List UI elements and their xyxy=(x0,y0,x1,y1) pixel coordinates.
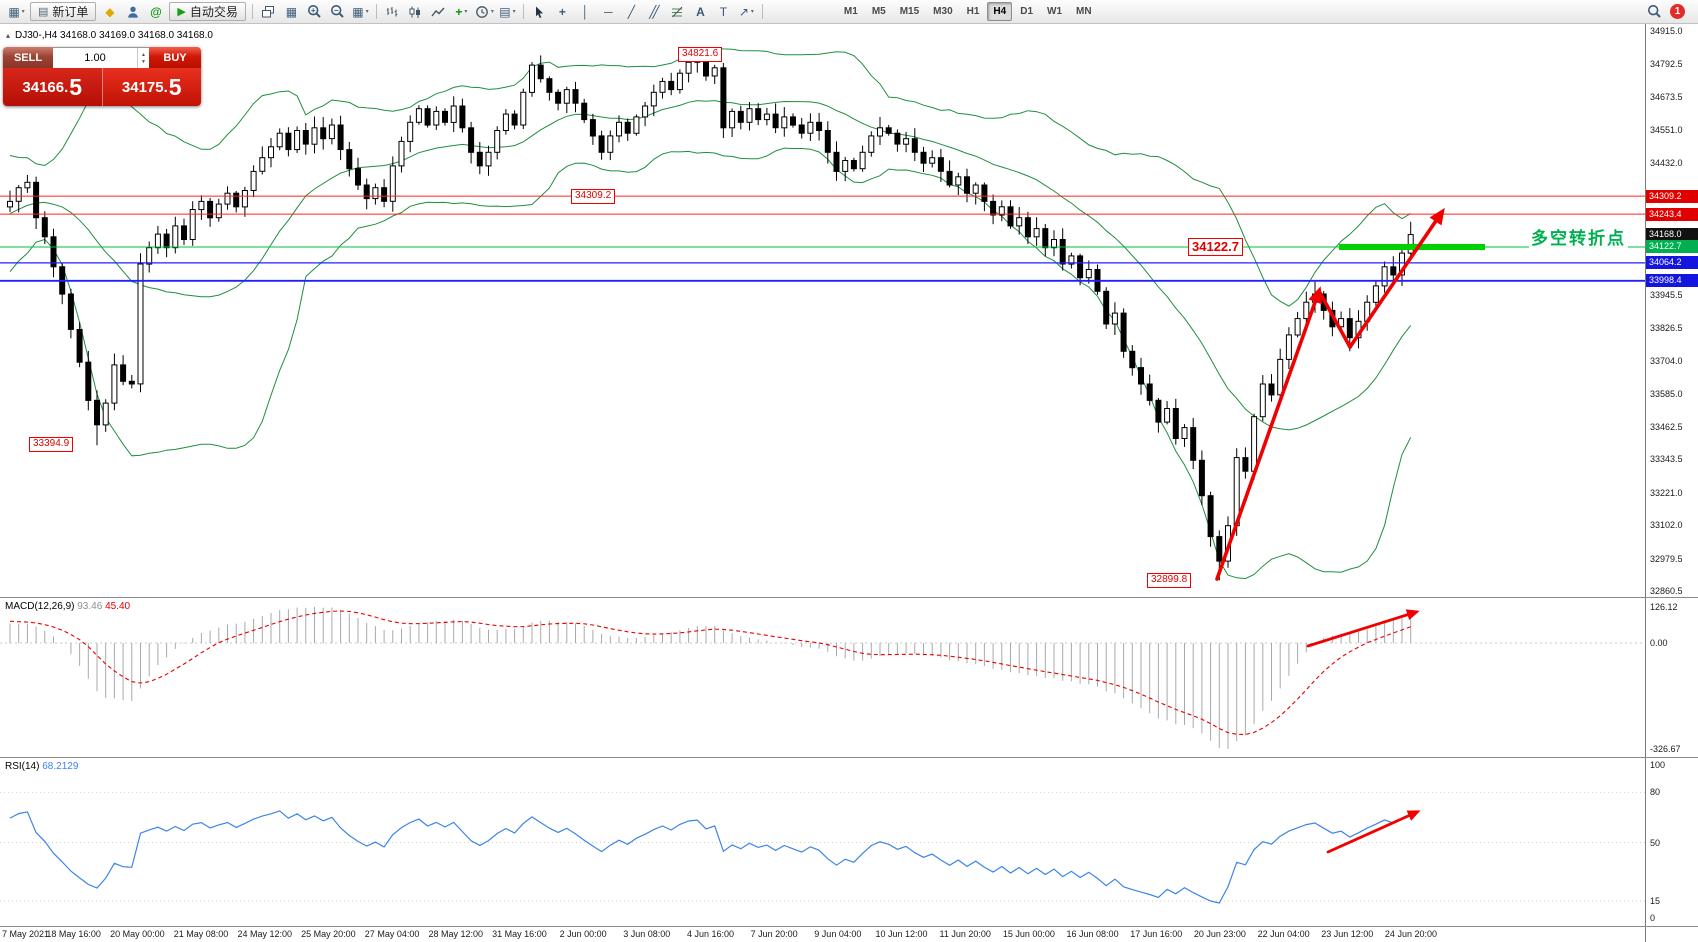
sell-price-button[interactable]: 34166. 5 xyxy=(3,68,103,106)
bar-chart-icon[interactable] xyxy=(382,2,403,22)
toolbar-separator xyxy=(522,4,524,19)
horizontal-line-icon[interactable]: ─ xyxy=(604,4,613,19)
auto-trading-button-icon: ▶ xyxy=(177,6,186,18)
fibonacci-icon[interactable] xyxy=(667,2,688,22)
trend-arrow[interactable] xyxy=(1317,289,1352,349)
sell-price: 34166. xyxy=(22,78,69,96)
trendline-icon[interactable]: ╱ xyxy=(627,4,636,19)
symbol-search-icon[interactable] xyxy=(1644,2,1665,22)
buy-price-big-digit: 5 xyxy=(168,73,182,100)
toolbar: ▦ ▾ ▤ 新订单 ◆ @ ▶ 自动交易 ▦ + − ▦ ▾ + ▾ ▾ ▤ ▾ + │ ─ ╱ ╱╱ A T ↗ ▾ M1 M5 M15… xyxy=(0,0,1698,24)
timeframe-button-H4[interactable]: H4 xyxy=(987,2,1013,21)
rsi-title: RSI(14) xyxy=(5,761,40,772)
rsi-label: RSI(14) 68.2129 xyxy=(5,761,78,772)
auto-trading-button[interactable]: ▶ 自动交易 xyxy=(169,2,246,21)
panel-splitter-macd[interactable] xyxy=(0,597,1698,598)
shapes-icon[interactable]: ↗ ▾ xyxy=(738,4,754,19)
svg-text:+: + xyxy=(311,6,316,15)
spin-down-icon[interactable]: ▼ xyxy=(141,58,146,65)
macd-title: MACD(12,26,9) xyxy=(5,601,75,612)
tile-windows-icon[interactable]: ▦ xyxy=(285,4,298,19)
macd-label: MACD(12,26,9) 93.46 45.40 xyxy=(5,601,130,612)
candles-layer xyxy=(7,53,1414,581)
toolbar-separator xyxy=(761,4,763,19)
buy-price: 34175. xyxy=(121,78,168,96)
support-highlight-segment[interactable] xyxy=(1339,244,1485,250)
timeframe-button-M1[interactable]: M1 xyxy=(843,6,858,17)
volume-spinner[interactable]: ▲ ▼ xyxy=(137,48,149,68)
bollinger-middle-band xyxy=(9,100,1412,431)
vertical-line-icon[interactable]: │ xyxy=(581,4,590,19)
line-chart-icon[interactable] xyxy=(428,2,449,22)
templates-icon[interactable]: ▤ ▾ xyxy=(499,4,516,19)
timeframe-button-W1[interactable]: W1 xyxy=(1047,6,1063,17)
new-chart-icon[interactable]: ▦ ▾ xyxy=(8,4,25,19)
volume-value: 1.00 xyxy=(84,52,106,64)
price-axis[interactable] xyxy=(1645,24,1698,942)
trend-arrow[interactable] xyxy=(1348,207,1445,349)
periods-icon[interactable]: ▾ xyxy=(474,2,495,22)
crosshair-icon[interactable]: + xyxy=(558,4,566,19)
timeframe-button-MN[interactable]: MN xyxy=(1076,6,1092,17)
window-layout-icon[interactable]: ▦ ▾ xyxy=(352,4,369,19)
macd-histogram xyxy=(9,607,1412,749)
trend-arrow[interactable] xyxy=(1306,609,1420,648)
new-order-button-label: 新订单 xyxy=(52,5,89,19)
text-label-icon[interactable]: T xyxy=(719,4,728,19)
community-icon[interactable]: @ xyxy=(150,4,162,19)
candlestick-chart-icon[interactable] xyxy=(405,2,426,22)
bollinger-upper-band xyxy=(9,47,1411,307)
buy-button[interactable]: BUY xyxy=(149,47,201,68)
one-click-toggle-icon[interactable]: ▴ xyxy=(6,31,11,40)
bollinger-lower-band xyxy=(9,147,1412,580)
cursor-icon[interactable] xyxy=(529,2,550,22)
time-axis-line xyxy=(0,926,1698,927)
trend-arrow[interactable] xyxy=(1326,810,1421,854)
trend-arrow[interactable] xyxy=(1215,286,1322,581)
panel-splitter-rsi[interactable] xyxy=(0,757,1698,758)
profile-icon[interactable] xyxy=(122,2,143,22)
rsi-value: 68.2129 xyxy=(42,761,79,772)
timeframe-button-M5[interactable]: M5 xyxy=(871,6,886,17)
zoom-out-icon[interactable]: − xyxy=(327,2,348,22)
new-order-button[interactable]: ▤ 新订单 xyxy=(30,2,97,21)
cascade-windows-icon[interactable] xyxy=(258,2,279,22)
buy-label: BUY xyxy=(163,51,187,64)
toolbar-separator xyxy=(375,4,377,19)
indicators-icon[interactable]: + ▾ xyxy=(455,4,468,19)
timeframe-button-M15[interactable]: M15 xyxy=(899,6,920,17)
main-chart-layer[interactable] xyxy=(0,47,1645,581)
new-order-button-icon: ▤ xyxy=(38,6,49,18)
sell-price-big-digit: 5 xyxy=(69,73,83,100)
zoom-in-icon[interactable]: + xyxy=(304,2,325,22)
text-icon[interactable]: A xyxy=(696,4,705,19)
volume-input[interactable]: 1.00 ▲ ▼ xyxy=(53,47,149,68)
macd-signal-line xyxy=(9,610,1411,736)
timeframe-button-D1[interactable]: D1 xyxy=(1020,6,1034,17)
one-click-trading-widget: SELL 1.00 ▲ ▼ BUY 34166. 5 34175. 5 xyxy=(3,47,201,106)
buy-price-button[interactable]: 34175. 5 xyxy=(102,68,201,106)
svg-text:−: − xyxy=(334,6,339,15)
auto-trading-button-label: 自动交易 xyxy=(189,5,238,19)
toolbar-separator xyxy=(251,4,253,19)
spin-up-icon[interactable]: ▲ xyxy=(141,51,146,58)
symbol-ohlc-text: DJ30-,H4 34168.0 34169.0 34168.0 34168.0 xyxy=(15,30,213,41)
sell-label: SELL xyxy=(13,51,43,64)
rsi-line xyxy=(9,810,1411,904)
notification-badge[interactable]: 1 xyxy=(1670,4,1685,19)
macd-panel-layer[interactable] xyxy=(0,607,1645,749)
channel-icon[interactable]: ╱╱ xyxy=(649,4,660,19)
metaeditor-icon[interactable]: ◆ xyxy=(105,4,115,19)
timeframe-button-H1[interactable]: H1 xyxy=(966,6,980,17)
macd-signal-value: 45.40 xyxy=(105,601,131,612)
sell-button[interactable]: SELL xyxy=(3,47,53,68)
symbol-ohlc-line: ▴ DJ30-,H4 34168.0 34169.0 34168.0 34168… xyxy=(6,30,213,41)
macd-value: 93.46 xyxy=(77,601,103,612)
rsi-panel-layer[interactable] xyxy=(0,791,1645,904)
timeframe-button-M30[interactable]: M30 xyxy=(933,6,953,17)
